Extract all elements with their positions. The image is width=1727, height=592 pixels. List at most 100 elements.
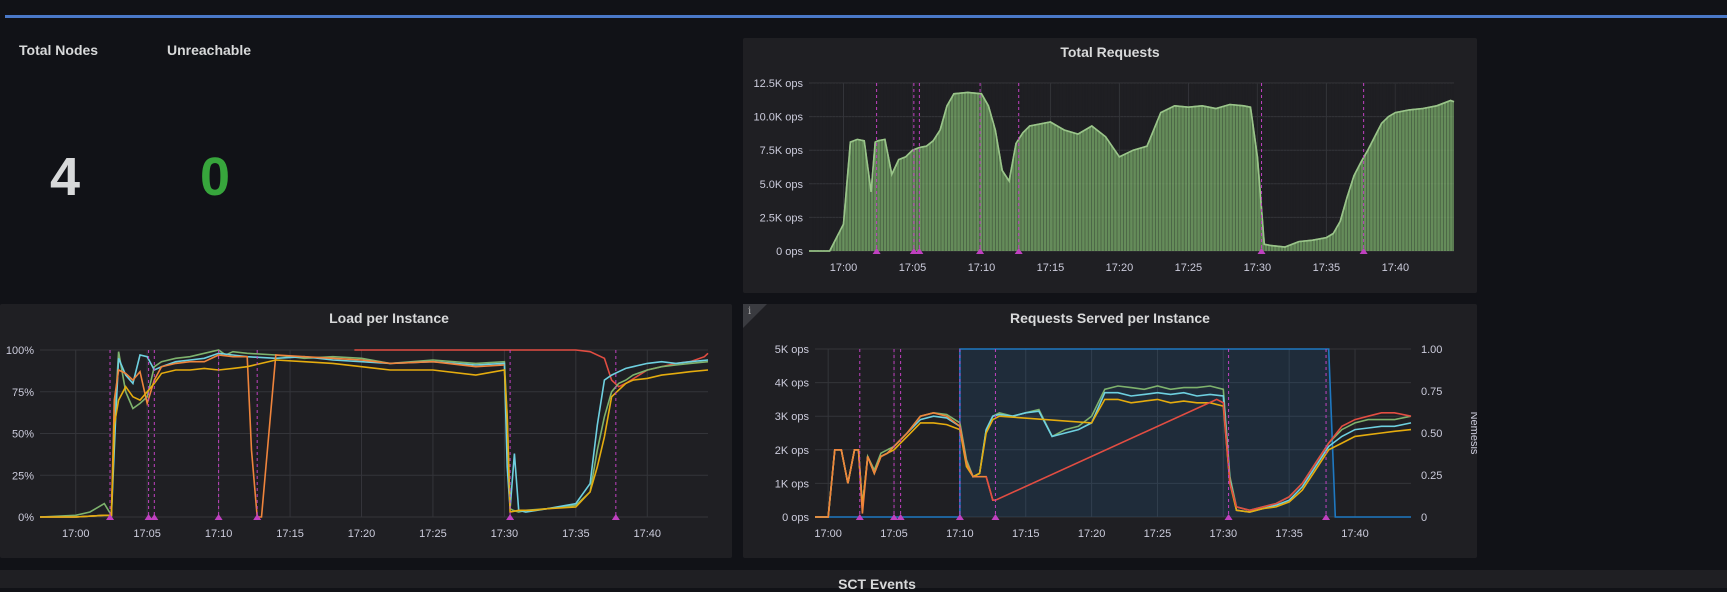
annotation-marker <box>1014 248 1023 254</box>
x-tick-label: 17:15 <box>276 528 304 540</box>
x-tick-label: 17:40 <box>634 528 662 540</box>
annotation-marker <box>106 514 115 520</box>
x-tick-label: 17:05 <box>880 528 908 540</box>
y-tick-label: 7.5K ops <box>760 145 804 157</box>
series-area <box>815 349 1411 517</box>
x-tick-label: 17:15 <box>1012 528 1040 540</box>
y2-axis-label: Nemesis <box>1468 412 1477 455</box>
series-line-red <box>985 398 1412 512</box>
panel-title: SCT Events <box>838 576 916 592</box>
annotation-marker <box>896 514 905 520</box>
y-tick-label: 0% <box>18 512 34 524</box>
stat-title: Total Nodes <box>19 42 99 58</box>
load-per-instance-chart[interactable]: 0% 25% 50% 75% 100% 17:00 17:05 17:10 17:15 17:20… <box>0 304 732 558</box>
y-tick-label: 2K ops <box>775 445 810 457</box>
annotation-marker <box>1322 514 1331 520</box>
annotation-marker <box>144 514 153 520</box>
x-tick-label: 17:25 <box>419 528 447 540</box>
panel-title: Total Requests <box>1060 44 1160 60</box>
y2-tick-label: 0 <box>1421 512 1427 524</box>
x-tick-label: 17:25 <box>1175 262 1203 274</box>
series-area <box>809 92 1454 252</box>
x-tick-label: 17:00 <box>830 262 858 274</box>
stat-title: Unreachable <box>167 42 252 58</box>
y-tick-label: 75% <box>12 387 34 399</box>
y-tick-label: 12.5K ops <box>753 78 803 90</box>
y-tick-label: 3K ops <box>775 411 810 423</box>
y-tick-label: 5.0K ops <box>760 179 804 191</box>
requests-served-chart[interactable]: 0 ops 1K ops 2K ops 3K ops 4K ops 5K ops 17:00… <box>743 304 1477 558</box>
stat-value: 4 <box>50 147 81 207</box>
info-corner[interactable] <box>743 304 767 328</box>
annotation-marker <box>976 248 985 254</box>
series-line-orange <box>40 354 505 518</box>
x-tick-label: 17:20 <box>1078 528 1106 540</box>
y-tick-label: 50% <box>12 429 34 441</box>
stat-value: 0 <box>200 147 231 207</box>
y-tick-label: 1K ops <box>775 478 810 490</box>
total-requests-chart[interactable]: 0 ops 2.5K ops 5.0K ops 7.5K ops 10.0K ops 12… <box>743 38 1477 293</box>
x-tick-label: 17:35 <box>1313 262 1341 274</box>
annotation-marker <box>1359 248 1368 254</box>
series-line-green <box>39 349 709 519</box>
y2-tick-label: 0.50 <box>1421 428 1442 440</box>
y-tick-label: 10.0K ops <box>753 112 803 124</box>
series-line-nemesis <box>815 348 1411 518</box>
series-line-cyan <box>40 352 709 518</box>
y-tick-label: 2.5K ops <box>760 212 804 224</box>
x-tick-label: 17:20 <box>348 528 376 540</box>
annotation-marker <box>915 248 924 254</box>
x-tick-label: 17:00 <box>62 528 90 540</box>
x-tick-label: 17:40 <box>1341 528 1369 540</box>
annotation-marker <box>214 514 223 520</box>
annotation-marker <box>890 514 899 520</box>
x-tick-label: 17:10 <box>968 262 996 274</box>
y-tick-label: 0 ops <box>776 246 803 258</box>
y2-tick-label: 0.75 <box>1421 386 1442 398</box>
annotation-marker <box>955 514 964 520</box>
x-tick-label: 17:30 <box>1244 262 1272 274</box>
y2-tick-label: 0.25 <box>1421 470 1442 482</box>
panel-title: Requests Served per Instance <box>1010 310 1210 326</box>
stat-unreachable: Unreachable 0 <box>167 42 307 222</box>
annotation-marker <box>1224 514 1233 520</box>
x-tick-label: 17:35 <box>562 528 590 540</box>
panel-sct-events[interactable]: SCT Events <box>0 570 1727 592</box>
annotation-marker <box>872 248 881 254</box>
annotation-marker <box>611 514 620 520</box>
series-outline <box>809 91 1455 252</box>
panel-title: Load per Instance <box>329 310 449 326</box>
y-tick-label: 0 ops <box>782 512 809 524</box>
x-tick-label: 17:25 <box>1144 528 1172 540</box>
x-tick-label: 17:35 <box>1275 528 1303 540</box>
annotation-marker <box>150 514 159 520</box>
stat-total-nodes: Total Nodes 4 <box>19 42 139 222</box>
y-tick-label: 100% <box>6 345 34 357</box>
series-line-yellow <box>40 359 709 518</box>
x-tick-label: 17:10 <box>946 528 974 540</box>
x-tick-label: 17:30 <box>491 528 519 540</box>
y-tick-label: 4K ops <box>775 378 810 390</box>
info-icon[interactable]: i <box>748 306 752 317</box>
x-tick-label: 17:05 <box>899 262 927 274</box>
x-tick-label: 17:05 <box>133 528 161 540</box>
y-tick-label: 25% <box>12 470 34 482</box>
annotation-marker <box>855 514 864 520</box>
x-tick-label: 17:30 <box>1210 528 1238 540</box>
annotation-marker <box>991 514 1000 520</box>
annotation-marker <box>506 514 515 520</box>
x-tick-label: 17:20 <box>1106 262 1134 274</box>
annotation-marker <box>253 514 262 520</box>
x-tick-label: 17:10 <box>205 528 233 540</box>
panel-requests-served[interactable]: i Requests Served per Instance 0 ops 1K o… <box>743 304 1477 558</box>
y-tick-label: 5K ops <box>775 344 810 356</box>
y2-tick-label: 1.00 <box>1421 344 1442 356</box>
x-tick-label: 17:15 <box>1037 262 1065 274</box>
panel-total-requests[interactable]: Total Requests 0 ops 2.5K ops 5.0K ops 7.5K… <box>743 38 1477 293</box>
annotation-marker <box>909 248 918 254</box>
x-tick-label: 17:00 <box>814 528 842 540</box>
top-divider <box>5 15 1727 18</box>
annotation-marker <box>1257 248 1266 254</box>
panel-load-per-instance[interactable]: Load per Instance 0% 25% 50% 75% 100% 17:00 17… <box>0 304 732 558</box>
x-tick-label: 17:40 <box>1382 262 1410 274</box>
